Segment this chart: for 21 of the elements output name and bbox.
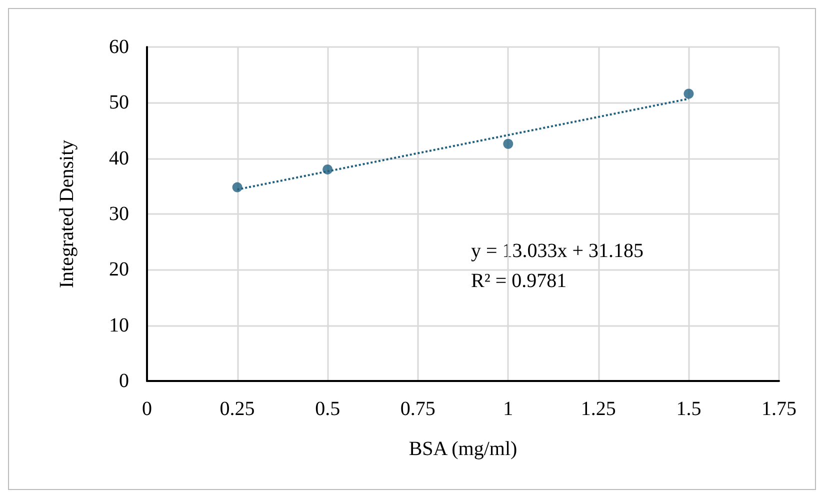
y-axis-title: Integrated Density <box>56 140 78 288</box>
x-tick-label: 1.25 <box>580 398 616 420</box>
point <box>232 182 242 192</box>
y-tick-label: 60 <box>109 36 129 58</box>
x-tick-label: 1.75 <box>762 398 796 420</box>
point <box>503 138 514 149</box>
y-tick-label: 30 <box>109 203 129 225</box>
point <box>684 88 694 99</box>
y-tick-label: 0 <box>119 370 129 392</box>
x-tick-label: 1.5 <box>676 398 702 420</box>
x-axis-title: BSA (mg/ml) <box>408 438 518 460</box>
y-tick-label: 50 <box>109 92 129 114</box>
y-tick-label: 40 <box>109 147 129 170</box>
y-tick-label: 10 <box>109 314 129 336</box>
x-tick-label: 0.5 <box>315 398 340 420</box>
x-tick-label: 0.25 <box>220 398 255 420</box>
annotation: R² = 0.9781 <box>471 270 567 292</box>
x-tick-label: 1 <box>503 398 514 420</box>
x-tick-label: 0.75 <box>400 398 436 420</box>
x-tick-label: 0 <box>142 398 152 420</box>
y-tick-label: 20 <box>109 258 129 281</box>
